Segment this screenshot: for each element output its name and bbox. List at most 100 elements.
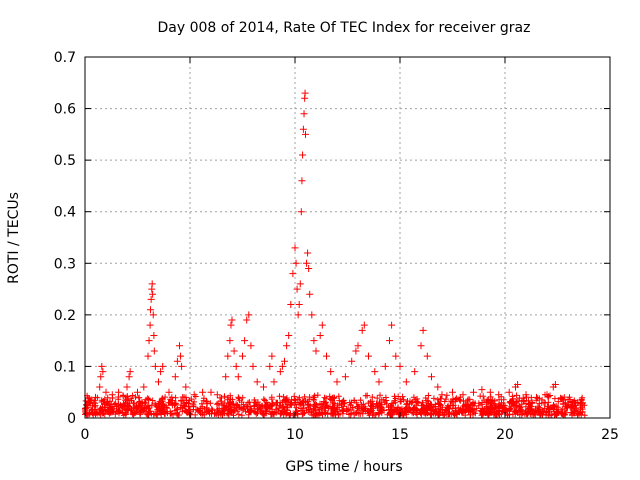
y-tick-label: 0.1	[54, 359, 76, 375]
data-point	[115, 388, 123, 396]
data-point	[281, 357, 288, 365]
data-point	[293, 285, 301, 293]
data-point	[306, 290, 314, 298]
data-point	[249, 362, 257, 370]
data-point	[278, 362, 286, 370]
data-point	[285, 331, 293, 339]
data-point	[199, 388, 207, 396]
data-point	[302, 130, 309, 138]
data-point	[155, 378, 162, 386]
data-point	[234, 373, 242, 381]
data-point	[354, 342, 362, 350]
data-point	[270, 378, 278, 386]
data-point	[423, 352, 431, 360]
data-point	[145, 337, 153, 345]
data-point	[283, 342, 291, 350]
data-point	[308, 311, 316, 319]
data-point	[533, 393, 540, 401]
data-point	[222, 373, 230, 381]
data-point	[178, 362, 186, 370]
data-point	[402, 378, 410, 386]
data-point	[253, 378, 261, 386]
data-point	[92, 393, 99, 401]
data-point	[327, 368, 335, 376]
data-point	[417, 342, 425, 350]
data-point	[428, 373, 435, 381]
data-point	[159, 362, 167, 370]
data-point	[316, 331, 324, 339]
y-tick-label: 0	[67, 411, 76, 427]
x-tick-label: 25	[601, 427, 619, 443]
data-point	[176, 342, 183, 350]
data-point	[266, 362, 274, 370]
data-point	[150, 331, 158, 339]
y-tick-label: 0.7	[54, 50, 76, 66]
data-point	[295, 301, 303, 309]
data-point	[294, 311, 302, 319]
data-point	[522, 391, 530, 399]
data-point	[312, 347, 320, 355]
data-layer	[82, 89, 588, 419]
data-point	[150, 347, 158, 355]
data-point	[207, 388, 215, 396]
plot-frame	[84, 56, 611, 419]
data-point	[213, 391, 221, 399]
data-point	[228, 316, 236, 324]
data-point	[289, 270, 297, 278]
data-point	[227, 321, 235, 329]
data-point	[146, 321, 154, 329]
axis-ticks: 0 5 10 15 20 25 0 0.1 0.2 0.3 0.4 0.5 0.6 0.7	[54, 50, 619, 443]
y-tick-label: 0.3	[54, 256, 76, 272]
data-point	[149, 311, 157, 319]
x-tick-label: 0	[81, 427, 90, 443]
data-point	[568, 399, 576, 407]
y-tick-label: 0.5	[54, 153, 76, 169]
background-points	[82, 391, 588, 419]
data-point	[299, 125, 307, 133]
data-point	[360, 321, 368, 329]
data-point	[470, 388, 477, 396]
data-point	[182, 383, 190, 391]
data-point	[232, 362, 240, 370]
data-point	[126, 368, 134, 376]
data-point	[226, 337, 234, 345]
data-point	[551, 380, 559, 388]
data-point	[543, 391, 551, 399]
data-point	[149, 290, 157, 298]
data-point	[303, 259, 311, 267]
data-point	[352, 347, 360, 355]
x-tick-label: 20	[496, 427, 514, 443]
data-point	[241, 337, 249, 345]
data-point	[392, 352, 400, 360]
data-point	[348, 357, 356, 365]
data-point	[171, 373, 179, 381]
data-point	[165, 388, 173, 396]
data-point	[177, 352, 185, 360]
data-point	[190, 391, 198, 399]
data-point	[245, 311, 253, 319]
y-axis-label: ROTI / TECUs	[6, 192, 22, 284]
data-point	[260, 383, 267, 391]
y-tick-label: 0.6	[54, 102, 76, 118]
data-point	[459, 391, 467, 399]
data-point	[305, 264, 313, 272]
y-tick-label: 0.2	[54, 308, 76, 324]
data-point	[333, 378, 341, 386]
data-point	[98, 362, 106, 370]
data-point	[449, 388, 456, 396]
data-point	[388, 321, 396, 329]
data-point	[173, 357, 181, 365]
data-point	[140, 383, 148, 391]
data-point	[108, 391, 116, 399]
data-point	[268, 352, 276, 360]
grid	[85, 57, 610, 418]
data-point	[341, 373, 349, 381]
x-tick-label: 15	[391, 427, 409, 443]
data-point	[365, 352, 372, 360]
data-point	[505, 388, 513, 396]
data-point	[358, 326, 366, 334]
data-point	[301, 89, 309, 97]
data-point	[318, 321, 326, 329]
x-tick-label: 10	[286, 427, 304, 443]
